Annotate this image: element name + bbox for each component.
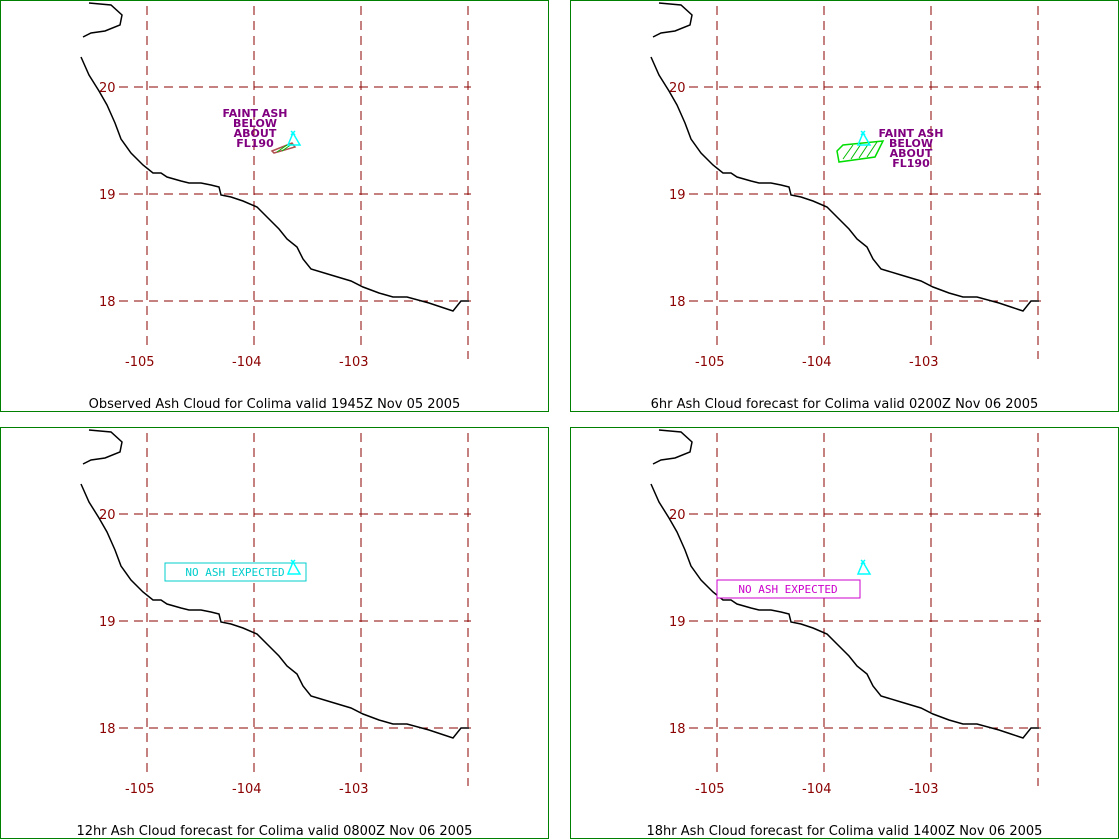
- lat-label: 20: [99, 508, 116, 523]
- coastline: [650, 56, 1039, 312]
- lon-label: -105: [125, 355, 155, 370]
- ash-label-line: ABOUT: [234, 127, 277, 140]
- lat-label: 18: [99, 722, 116, 737]
- lon-label: -104: [232, 355, 262, 370]
- map-canvas: 20 19 18 -105 -104 -103 FAINT ASH BELOW …: [80, 2, 471, 370]
- ash-label-line: ABOUT: [890, 147, 933, 160]
- panel-caption: 12hr Ash Cloud forecast for Colima valid…: [76, 824, 473, 839]
- lat-label: 20: [669, 81, 686, 96]
- coastline: [650, 483, 1039, 739]
- lon-label: -103: [339, 782, 369, 797]
- panel-caption: Observed Ash Cloud for Colima valid 1945…: [88, 397, 461, 412]
- lon-label: -104: [802, 782, 832, 797]
- ash-label-line: FAINT ASH: [222, 107, 287, 120]
- coastline-upper: [652, 429, 693, 465]
- lat-label: 18: [669, 722, 686, 737]
- forecast-ash-cloud: [836, 140, 885, 163]
- coastline-upper: [82, 429, 123, 465]
- map-panel-6hr: 20 19 18 -105 -104 -103 FAINT ASH BELOW …: [570, 0, 1119, 412]
- lat-label: 19: [99, 188, 116, 203]
- panel-caption: 6hr Ash Cloud forecast for Colima valid …: [650, 397, 1039, 412]
- lat-label: 19: [669, 188, 686, 203]
- lon-label: -103: [909, 355, 939, 370]
- map-panel-18hr: 20 19 18 -105 -104 -103 NO ASH EXPECTED …: [570, 427, 1119, 839]
- grid-lines: [689, 6, 1041, 359]
- lon-label: -105: [125, 782, 155, 797]
- map-canvas: 20 19 18 -105 -104 -103 NO ASH EXPECTED: [80, 429, 471, 797]
- lat-label: 19: [669, 615, 686, 630]
- coastline: [80, 56, 469, 312]
- no-ash-box: [716, 579, 861, 599]
- lat-label: 18: [99, 295, 116, 310]
- map-panel-observed: 20 19 18 -105 -104 -103 FAINT ASH BELOW …: [0, 0, 549, 412]
- ash-label-line: FL190: [892, 157, 930, 170]
- lon-label: -103: [909, 782, 939, 797]
- no-ash-box: [164, 562, 307, 582]
- volcano-icon: [286, 130, 302, 146]
- lat-label: 20: [669, 508, 686, 523]
- lon-label: -105: [695, 782, 725, 797]
- panel-caption: 18hr Ash Cloud forecast for Colima valid…: [646, 824, 1043, 839]
- grid-lines: [119, 433, 471, 786]
- ash-label-line: BELOW: [889, 137, 933, 150]
- lon-label: -103: [339, 355, 369, 370]
- lon-label: -104: [802, 355, 832, 370]
- lon-label: -105: [695, 355, 725, 370]
- map-canvas: 20 19 18 -105 -104 -103 FAINT ASH BELOW …: [650, 2, 1041, 370]
- lon-label: -104: [232, 782, 262, 797]
- grid-lines: [119, 6, 471, 359]
- volcano-icon: [856, 559, 872, 575]
- lat-label: 20: [99, 81, 116, 96]
- coastline-upper: [82, 2, 123, 38]
- lat-label: 18: [669, 295, 686, 310]
- ash-label-line: FAINT ASH: [878, 127, 943, 140]
- volcano-icon: [286, 559, 302, 575]
- ash-label-line: FL190: [236, 137, 274, 150]
- no-ash-label: NO ASH EXPECTED: [185, 566, 284, 579]
- volcano-icon: [856, 130, 872, 146]
- ash-label-line: BELOW: [233, 117, 277, 130]
- lat-label: 19: [99, 615, 116, 630]
- coastline-upper: [652, 2, 693, 38]
- no-ash-label: NO ASH EXPECTED: [738, 583, 837, 596]
- coastline: [80, 483, 469, 739]
- grid-lines: [689, 433, 1041, 786]
- map-panel-12hr: 20 19 18 -105 -104 -103 NO ASH EXPECTED …: [0, 427, 549, 839]
- map-canvas: 20 19 18 -105 -104 -103 NO ASH EXPECTED: [650, 429, 1041, 797]
